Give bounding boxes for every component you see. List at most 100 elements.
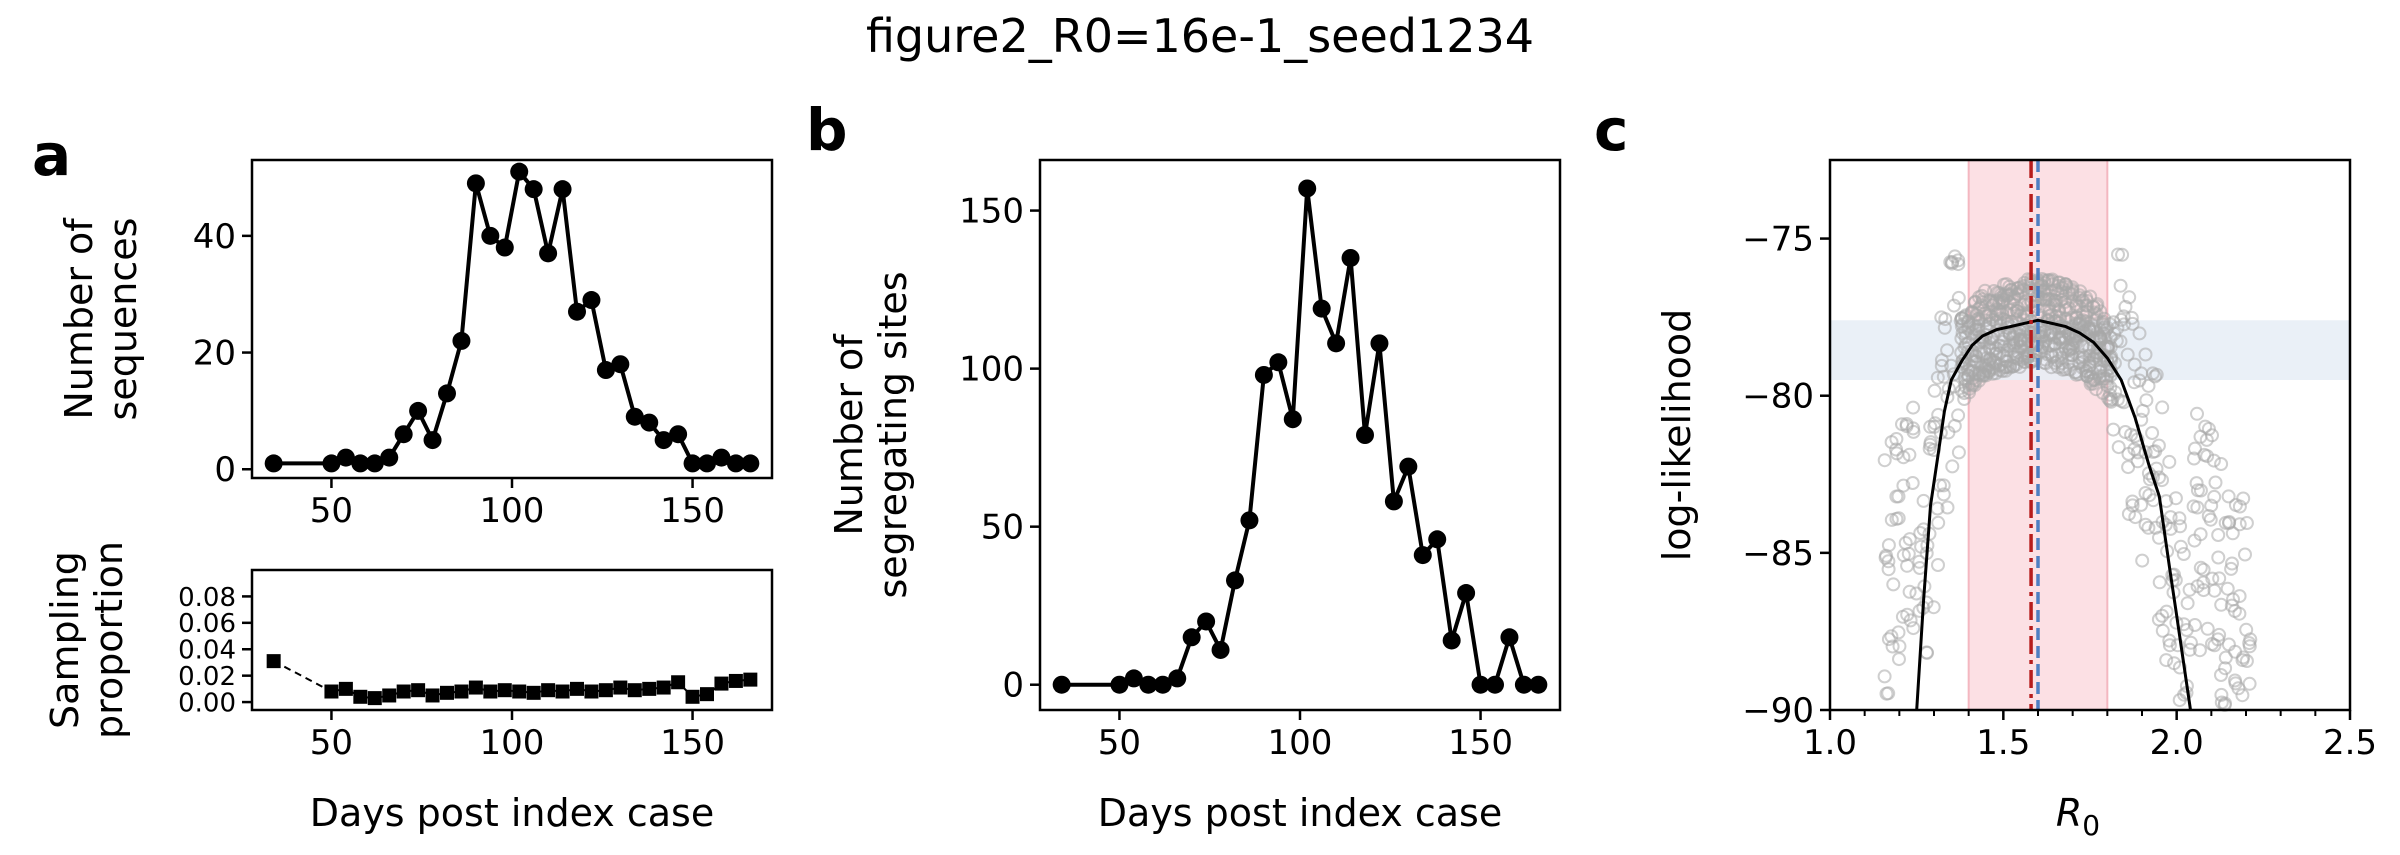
a-bottom-xtick-label: 150 bbox=[660, 723, 725, 763]
c-scatter-point bbox=[2146, 470, 2160, 484]
a-bottom-point bbox=[598, 683, 613, 698]
c-scatter-point bbox=[2162, 638, 2177, 653]
c-scatter-point bbox=[2205, 428, 2219, 443]
a-bottom-point bbox=[584, 684, 599, 699]
a-top-point bbox=[336, 448, 355, 467]
c-scatter-point bbox=[2214, 597, 2229, 612]
b-ytick-label: 50 bbox=[981, 508, 1024, 548]
b-point bbox=[1370, 334, 1389, 353]
c-scatter-point bbox=[1881, 632, 1896, 647]
c-scatter-point bbox=[2211, 550, 2226, 565]
a-top-point bbox=[654, 431, 673, 450]
a-bottom-point bbox=[555, 684, 570, 699]
c-scatter-point bbox=[2192, 643, 2207, 658]
c-scatter-point bbox=[2149, 367, 2164, 382]
c-scatter-point bbox=[2176, 547, 2191, 561]
c-scatter-point bbox=[2232, 499, 2247, 514]
a-top-ylabel-line2: sequences bbox=[101, 218, 145, 421]
c-xticks: 1.0 1.5 2.0 2.5 bbox=[1803, 710, 2377, 763]
c-scatter-point bbox=[2172, 660, 2187, 675]
c-scatter-point bbox=[1930, 370, 1945, 385]
a-top-point bbox=[394, 425, 413, 444]
c-scatter-point bbox=[2232, 517, 2247, 532]
c-scatter-point bbox=[1927, 383, 1942, 398]
a-top-ytick-label: 0 bbox=[214, 450, 236, 490]
b-point bbox=[1428, 530, 1447, 549]
c-scatter-point bbox=[1902, 447, 1917, 462]
c-scatter-point bbox=[2238, 547, 2252, 562]
c-scatter-point bbox=[2141, 520, 2156, 535]
a-top-point bbox=[539, 244, 558, 263]
c-scatter-point bbox=[2155, 473, 2169, 488]
b-point bbox=[1298, 179, 1317, 198]
a-top-xticks: 50 100 150 bbox=[310, 478, 725, 531]
c-scatter-point bbox=[2200, 621, 2215, 636]
b-point bbox=[1514, 675, 1533, 694]
c-ytick-label: −90 bbox=[1742, 691, 1814, 731]
a-bottom-ytick-label: 0.04 bbox=[178, 636, 236, 666]
a-bottom-ylabel-line1: Sampling bbox=[43, 551, 87, 729]
a-top-point bbox=[568, 302, 586, 321]
c-scatter-point bbox=[2134, 497, 2149, 512]
c-scatter-point bbox=[2236, 650, 2251, 665]
c-scatter-point bbox=[2130, 454, 2145, 469]
c-scatter-point bbox=[2151, 438, 2166, 453]
c-scatter-point bbox=[2236, 491, 2251, 506]
c-scatter-point bbox=[1923, 435, 1938, 450]
a-top-point bbox=[510, 162, 529, 181]
c-scatter-point bbox=[1926, 600, 1941, 615]
a-top-point bbox=[409, 401, 428, 420]
c-scatter-point bbox=[1940, 500, 1955, 515]
a-top-series-line bbox=[273, 167, 751, 466]
a-bottom-xticks: 50 100 150 bbox=[310, 710, 725, 763]
a-bottom-dashed-segment bbox=[273, 660, 332, 693]
c-scatter-point bbox=[2206, 453, 2221, 468]
c-scatter-point bbox=[2218, 661, 2233, 676]
a-top-point bbox=[726, 454, 745, 473]
c-scatter-point bbox=[2159, 604, 2174, 619]
b-xlabel: Days post index case bbox=[1098, 791, 1502, 835]
c-likelihood-curve bbox=[1915, 318, 2192, 711]
a-top-xtick-label: 150 bbox=[660, 491, 725, 531]
a-top-xtick-label: 50 bbox=[310, 491, 353, 531]
c-scatter-point bbox=[1906, 621, 1921, 636]
a-top-point bbox=[365, 454, 384, 473]
b-point bbox=[1110, 675, 1129, 694]
c-scatter-point bbox=[1951, 290, 1966, 305]
b-point bbox=[1197, 612, 1216, 631]
c-scatter-point bbox=[1889, 432, 1904, 446]
c-scatter-point bbox=[2242, 639, 2257, 654]
c-scatter-point bbox=[2193, 560, 2208, 575]
c-yticks: −75 −80 −85 −90 bbox=[1742, 220, 1830, 731]
a-top-point bbox=[351, 454, 370, 473]
c-scatter-point bbox=[2135, 553, 2150, 568]
c-xtick-label: 2.0 bbox=[2150, 723, 2204, 763]
b-point bbox=[1211, 640, 1230, 659]
c-scatter-point bbox=[2127, 357, 2142, 372]
a-bottom-point bbox=[700, 687, 714, 702]
c-plot-area bbox=[1830, 160, 2350, 712]
c-scatter-point bbox=[2061, 355, 2076, 370]
c-scatter-point bbox=[2121, 507, 2136, 521]
c-scatter-point bbox=[2190, 500, 2205, 515]
c-scatter-point bbox=[1913, 526, 1928, 540]
b-xtick-label: 50 bbox=[1098, 723, 1141, 763]
c-scatter-point bbox=[2225, 526, 2240, 541]
figure-title: figure2_R0=16e-1_seed1234 bbox=[866, 9, 1534, 63]
c-scatter-point bbox=[2242, 676, 2257, 691]
a-bottom-xtick-label: 100 bbox=[480, 723, 545, 763]
c-scatter-point bbox=[2187, 618, 2202, 632]
b-point bbox=[1356, 426, 1374, 444]
c-scatter-point bbox=[2113, 278, 2128, 293]
c-scatter-point bbox=[2106, 422, 2121, 437]
a-top-point bbox=[438, 384, 456, 403]
c-scatter-point bbox=[2232, 606, 2247, 621]
c-scatter-point bbox=[2228, 673, 2242, 688]
b-point bbox=[1341, 248, 1360, 267]
b-point bbox=[1457, 584, 1476, 603]
c-scatter-point bbox=[2189, 476, 2204, 491]
c-scatter-point bbox=[2207, 489, 2222, 504]
a-bottom-yticks: 0.000.020.040.060.08 bbox=[178, 583, 252, 718]
a-bottom-point bbox=[396, 684, 411, 699]
panel-a-top: a Number of sequences 50 100 150 0 20 40 bbox=[32, 121, 774, 531]
